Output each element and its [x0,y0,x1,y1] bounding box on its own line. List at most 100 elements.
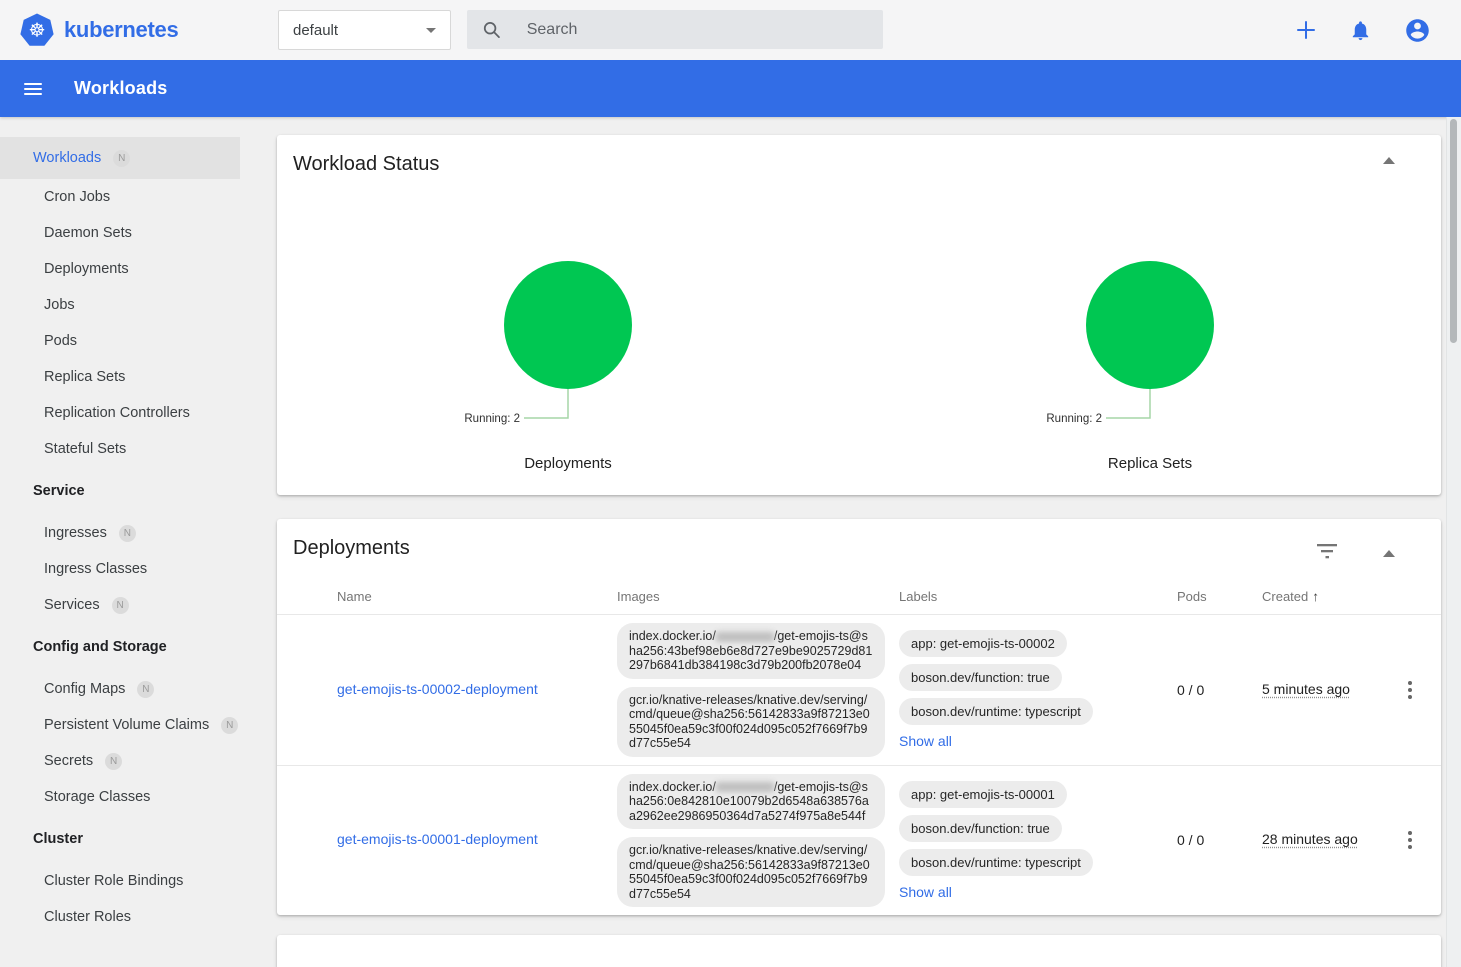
sidebar-item-pods[interactable]: Pods [0,323,256,359]
sidebar-item-stateful-sets[interactable]: Stateful Sets [0,431,256,467]
sidebar-item-label: Deployments [44,261,129,277]
sidebar-item-label: Ingresses [44,525,107,541]
sidebar-item-label: Services [44,597,100,613]
column-header-name[interactable]: Name [337,589,617,604]
sidebar-item-deployments[interactable]: Deployments [0,251,256,287]
sidebar-item-label: Cron Jobs [44,189,111,205]
label-chip: boson.dev/function: true [899,814,1062,842]
vertical-scrollbar-track[interactable] [1446,117,1461,967]
workload-chart-replica-sets: Running: 2 Replica Sets [859,187,1441,477]
column-header-label: Images [617,589,660,604]
actions-cell [1392,675,1441,705]
column-header-pods[interactable]: Pods [1177,589,1262,604]
deployments-table-body: get-emojis-ts-00002-deployment index.dock… [277,615,1441,915]
deployment-name-link[interactable]: get-emojis-ts-00001-deployment [337,831,538,848]
label-chip: boson.dev/runtime: typescript [899,698,1093,726]
search-bar[interactable] [467,10,883,49]
card-title: Deployments [293,537,410,559]
images-cell: index.docker.io//get-emojis-ts@sha256:0e… [617,773,899,907]
new-badge: N [111,596,129,614]
collapse-icon[interactable] [1383,549,1395,557]
sidebar-item-label: Ingress Classes [44,561,148,577]
sidebar-item-label: Daemon Sets [44,225,132,241]
sidebar-item-label: Cluster [33,831,83,847]
new-badge: N [113,149,131,167]
namespace-selector[interactable]: default [278,10,451,50]
show-all-link[interactable]: Show all [899,733,952,750]
topbar-actions [1293,0,1433,60]
notifications-button[interactable] [1347,17,1374,44]
redacted-text [715,631,774,642]
sidebar-item-config-maps[interactable]: Config Maps N [0,671,256,707]
sort-ascending-icon: ↑ [1312,589,1319,604]
menu-button[interactable] [20,79,46,99]
column-header-label: Created [1262,589,1309,604]
sidebar-item-label: Workloads [33,150,102,166]
column-header-created[interactable]: Created ↑ [1262,589,1392,604]
row-actions-menu-button[interactable] [1402,825,1418,855]
filter-button[interactable] [1315,541,1339,565]
image-chip: index.docker.io//get-emojis-ts@sha256:0e… [617,773,885,829]
collapse-icon[interactable] [1383,157,1395,164]
deployments-card: Deployments Name Images Labels Pods Created ↑… [277,519,1441,915]
sidebar-item-persistent-volume-claims[interactable]: Persistent Volume Claims N [0,707,256,743]
sidebar-item-jobs[interactable]: Jobs [0,287,256,323]
account-button[interactable] [1402,15,1433,46]
deployments-table-header: Name Images Labels Pods Created ↑ [277,579,1441,615]
label-chip: app: get-emojis-ts-00002 [899,630,1067,658]
sidebar-item-services[interactable]: Services N [0,587,256,623]
label-chip: boson.dev/function: true [899,664,1062,692]
workload-chart-deployments: Running: 2 Deployments [277,187,859,477]
create-resource-button[interactable] [1293,17,1319,43]
vertical-scrollbar-thumb[interactable] [1450,119,1457,343]
search-input[interactable] [526,20,867,39]
sidebar-item-workloads[interactable]: Workloads N [0,137,240,179]
column-header-label: Name [337,589,372,604]
redacted-text [715,782,774,793]
new-badge: N [137,680,155,698]
sidebar-item-secrets[interactable]: Secrets N [0,743,256,779]
pods-cell: 0 / 0 [1177,832,1205,849]
show-all-link[interactable]: Show all [899,883,952,900]
row-actions-menu-button[interactable] [1402,675,1418,705]
sidebar-item-replica-sets[interactable]: Replica Sets [0,359,256,395]
label-chip: app: get-emojis-ts-00001 [899,780,1067,808]
chart-annotation: Running: 2 [464,413,520,425]
image-chip: gcr.io/knative-releases/knative.dev/serv… [617,837,885,907]
sidebar-item-label: Pods [44,333,78,349]
sidebar-section-config-and-storage: Config and Storage [0,623,256,671]
sidebar-item-label: Storage Classes [44,789,151,805]
table-row: get-emojis-ts-00002-deployment index.dock… [277,615,1441,765]
sidebar-item-cluster-roles[interactable]: Cluster Roles [0,899,256,935]
sidebar-item-cluster-role-bindings[interactable]: Cluster Role Bindings [0,863,256,899]
column-header-labels[interactable]: Labels [899,589,1177,604]
page-title: Workloads [74,78,168,98]
account-circle-icon [1406,18,1429,42]
pie-slice-running [1086,261,1214,389]
sidebar-item-ingress-classes[interactable]: Ingress Classes [0,551,256,587]
pods-cell: 0 / 0 [1177,681,1205,698]
labels-cell: app: get-emojis-ts-00001 boson.dev/functi… [899,780,1177,900]
svg-text:☸: ☸ [28,21,45,42]
kubernetes-logo[interactable]: ☸ kubernetes [20,13,179,47]
callout-line [1106,389,1151,419]
deployment-name-link[interactable]: get-emojis-ts-00002-deployment [337,680,538,697]
sidebar-item-replication-controllers[interactable]: Replication Controllers [0,395,256,431]
table-row: get-emojis-ts-00001-deployment index.dock… [277,764,1441,916]
image-chip: index.docker.io//get-emojis-ts@sha256:43… [617,623,885,679]
sidebar-item-daemon-sets[interactable]: Daemon Sets [0,215,256,251]
sidebar-item-label: Service [33,483,85,499]
column-header-images[interactable]: Images [617,589,899,604]
chart-annotation: Running: 2 [1046,413,1102,425]
column-header-label: Pods [1177,589,1207,604]
sidebar-item-storage-classes[interactable]: Storage Classes [0,779,256,815]
workload-status-charts: Running: 2 Deployments Running: 2 Replica S… [277,187,1441,477]
sidebar-item-cron-jobs[interactable]: Cron Jobs [0,179,256,215]
kubernetes-logo-icon: ☸ [20,13,54,46]
created-cell: 5 minutes ago [1262,681,1392,699]
sidebar-item-ingresses[interactable]: Ingresses N [0,515,256,551]
chevron-down-icon [426,27,436,33]
appbar: Workloads [0,60,1461,117]
created-timestamp: 28 minutes ago [1262,831,1358,848]
chart-title: Replica Sets [1108,455,1192,472]
